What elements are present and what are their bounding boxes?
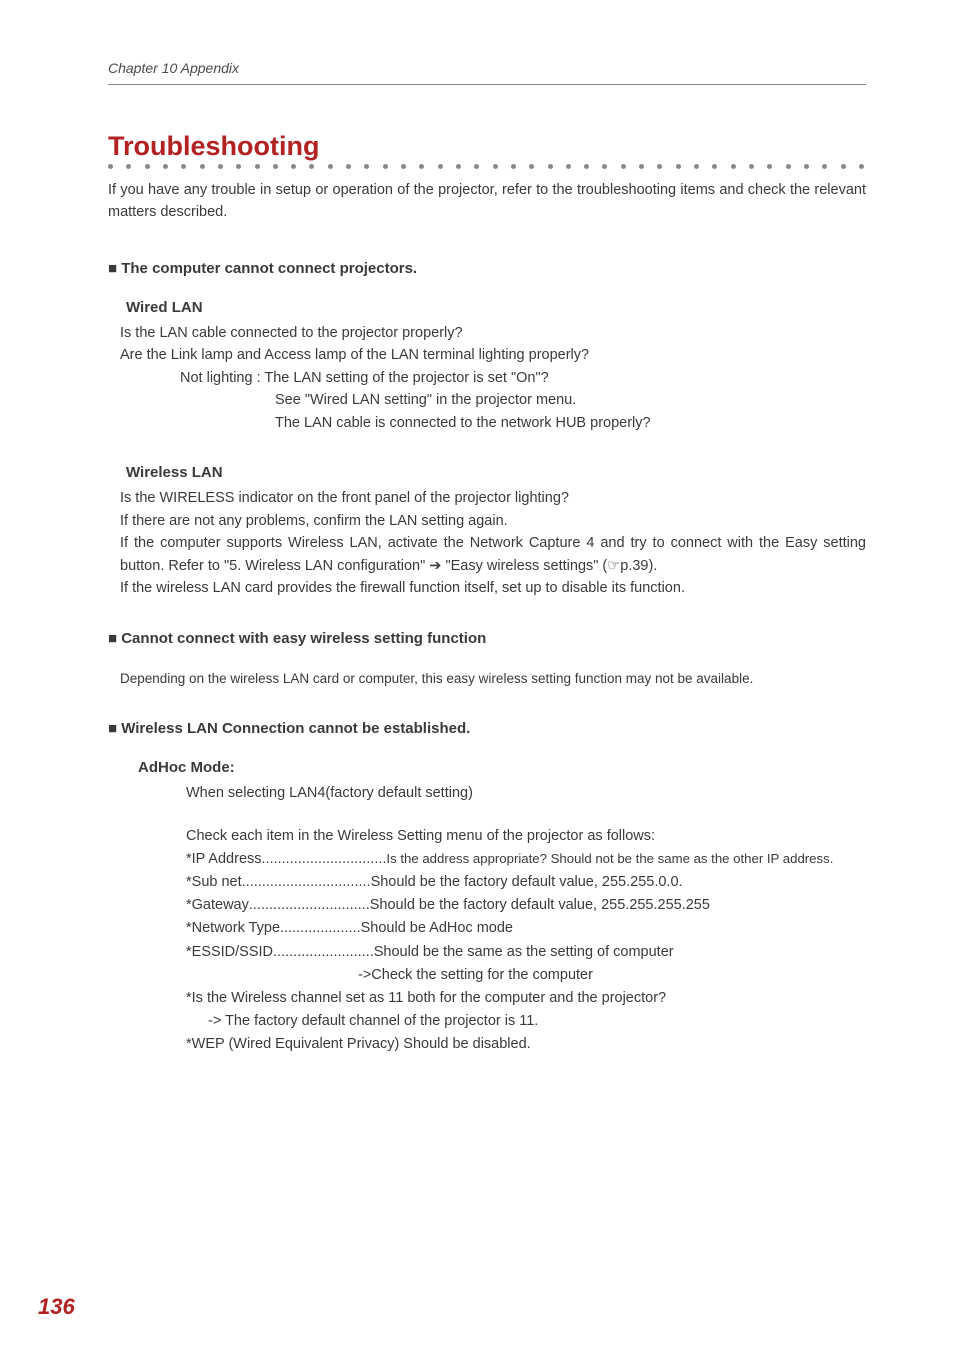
row-essid: *ESSID/SSID.........................Shou… xyxy=(186,941,866,964)
adhoc-body: When selecting LAN4(factory default sett… xyxy=(186,782,866,1057)
wireless-lan-title: Wireless LAN xyxy=(126,464,866,481)
sec2-body: Depending on the wireless LAN card or co… xyxy=(120,669,866,690)
essid-label: *ESSID/SSID xyxy=(186,941,273,964)
wired-l5: The LAN cable is connected to the networ… xyxy=(120,412,866,434)
gw-label: *Gateway xyxy=(186,894,249,917)
section-head-3: ■ Wireless LAN Connection cannot be esta… xyxy=(108,720,866,737)
sub-dots: ................................ xyxy=(242,874,371,890)
wired-l2: Are the Link lamp and Access lamp of the… xyxy=(120,344,866,366)
gw-dots: .............................. xyxy=(249,897,370,913)
wired-l1: Is the LAN cable connected to the projec… xyxy=(120,322,866,344)
title-dots xyxy=(108,164,866,169)
wired-l3: Not lighting : The LAN setting of the pr… xyxy=(120,367,866,389)
row-gw: *Gateway..............................Sh… xyxy=(186,894,866,917)
gw-val: Should be the factory default value, 255… xyxy=(370,897,710,913)
essid-dots: ......................... xyxy=(273,944,374,960)
row-ntype: *Network Type....................Should … xyxy=(186,917,866,940)
section-head-1: ■ The computer cannot connect projectors… xyxy=(108,260,866,277)
essid-val: Should be the same as the setting of com… xyxy=(374,944,674,960)
sub-val: Should be the factory default value, 255… xyxy=(371,874,683,890)
page-title: Troubleshooting xyxy=(108,131,866,162)
wireless-l1: Is the WIRELESS indicator on the front p… xyxy=(120,487,866,509)
row-ip: *IP Address.............................… xyxy=(186,848,866,871)
ntype-val: Should be AdHoc mode xyxy=(361,920,513,936)
sub-label: *Sub net xyxy=(186,871,242,894)
adhoc-wep: *WEP (Wired Equivalent Privacy) Should b… xyxy=(186,1033,866,1056)
chapter-label: Chapter 10 Appendix xyxy=(108,60,239,76)
wireless-lan-body: Is the WIRELESS indicator on the front p… xyxy=(120,487,866,599)
ip-label: *IP Address xyxy=(186,848,262,871)
adhoc-chan: *Is the Wireless channel set as 11 both … xyxy=(186,987,866,1010)
wired-lan-body: Is the LAN cable connected to the projec… xyxy=(120,322,866,434)
adhoc-when: When selecting LAN4(factory default sett… xyxy=(186,782,866,805)
adhoc-title: AdHoc Mode: xyxy=(138,759,866,776)
ip-val: Is the address appropriate? Should not b… xyxy=(386,851,833,866)
ip-dots: ............................... xyxy=(262,851,387,867)
section-head-2: ■ Cannot connect with easy wireless sett… xyxy=(108,630,866,647)
ntype-label: *Network Type xyxy=(186,917,280,940)
wireless-l3: If the computer supports Wireless LAN, a… xyxy=(120,532,866,577)
wired-l4: See "Wired LAN setting" in the projector… xyxy=(120,389,866,411)
page-number: 136 xyxy=(38,1294,75,1320)
intro-text: If you have any trouble in setup or oper… xyxy=(108,179,866,224)
adhoc-arrow: ->Check the setting for the computer xyxy=(186,964,866,987)
wired-lan-title: Wired LAN xyxy=(126,299,866,316)
wireless-l2: If there are not any problems, confirm t… xyxy=(120,510,866,532)
row-sub: *Sub net................................… xyxy=(186,871,866,894)
adhoc-chan2: -> The factory default channel of the pr… xyxy=(186,1010,866,1033)
ntype-dots: .................... xyxy=(280,920,361,936)
adhoc-check: Check each item in the Wireless Setting … xyxy=(186,825,866,848)
wireless-l4: If the wireless LAN card provides the fi… xyxy=(120,577,866,599)
